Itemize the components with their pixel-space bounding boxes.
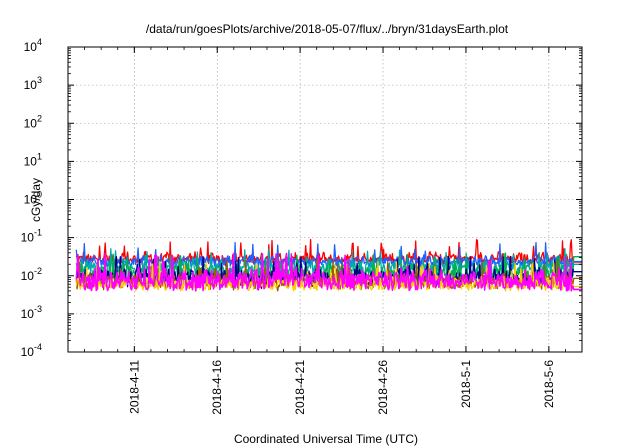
x-tick-label: 2018-4-21	[293, 360, 307, 415]
x-tick-label: 2018-4-26	[376, 360, 390, 415]
series-lines	[75, 238, 582, 292]
y-tick-label: 10-3	[21, 304, 42, 321]
x-ticks: 2018-4-11 2018-4-16 2018-4-21 2018-4-26 2018…	[67, 47, 583, 415]
y-tick-label: 100	[24, 190, 42, 207]
x-tick-label: 2018-4-11	[127, 360, 141, 414]
y-tick-label: 101	[24, 151, 42, 168]
x-tick-label: 2018-4-16	[210, 360, 224, 415]
y-tick-label: 104	[24, 37, 42, 54]
chart-title: /data/run/goesPlots/archive/2018-05-07/f…	[146, 22, 509, 36]
y-axis-label: cGy/day	[29, 178, 43, 222]
y-tick-label: 10-2	[21, 266, 42, 283]
y-tick-label: 103	[24, 75, 42, 92]
y-tick-label: 10-4	[21, 342, 42, 359]
x-tick-label: 2018-5-1	[459, 360, 473, 408]
series-line	[75, 252, 582, 292]
grid-lines	[68, 47, 582, 352]
y-ticks: 10-4 10-3 10-2 10-1 100 101 102 103 104	[21, 37, 582, 359]
x-tick-label: 2018-5-6	[542, 360, 556, 408]
x-axis-label: Coordinated Universal Time (UTC)	[234, 432, 418, 446]
y-tick-label: 10-1	[21, 228, 42, 245]
y-tick-label: 102	[24, 113, 42, 130]
